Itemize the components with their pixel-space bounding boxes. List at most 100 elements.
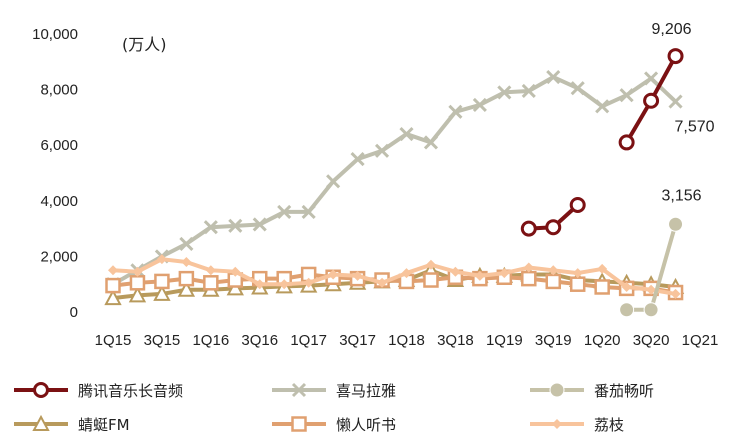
data-point (569, 196, 586, 213)
data-point (569, 276, 586, 292)
y-tick-label: 4,000 (40, 193, 78, 210)
data-point (179, 236, 194, 251)
data-point (226, 279, 244, 296)
series-layer (104, 48, 685, 318)
data-label: 9,206 (652, 21, 692, 38)
legend-label: 喜马拉雅 (336, 381, 397, 400)
data-point (474, 270, 485, 281)
legend-marker (552, 419, 562, 429)
data-point (548, 265, 559, 276)
unit-label: (万人) (122, 35, 167, 54)
data-point (545, 273, 561, 290)
data-point (252, 217, 267, 232)
legend-marker (291, 416, 307, 432)
x-tick-label: 3Q16 (241, 332, 278, 349)
data-point (643, 92, 660, 109)
legend-label: 蜻蜓FM (78, 415, 130, 434)
series-1 (105, 70, 683, 292)
axes: 0 2,000 4,000 6,000 8,000 10,000 1Q15 3Q15 1Q16 3… (32, 26, 718, 349)
data-point (521, 270, 537, 287)
legend-item: 懒人听书 (268, 412, 396, 436)
legend-marker (549, 382, 565, 398)
y-tick-label: 0 (70, 304, 78, 321)
data-point (181, 256, 192, 267)
data-point (594, 279, 610, 295)
data-point (619, 88, 634, 103)
data-point (105, 277, 121, 294)
x-tick-label: 1Q18 (388, 332, 425, 349)
legend-swatch (14, 414, 68, 431)
data-point (228, 218, 243, 233)
data-point (128, 286, 147, 303)
data-point (597, 263, 608, 274)
legend-swatch (530, 382, 584, 398)
data-point (104, 288, 122, 306)
data-point (521, 83, 536, 99)
data-point (203, 275, 219, 291)
series-5 (108, 254, 681, 299)
line-chart: 0 2,000 4,000 6,000 8,000 10,000 1Q15 3Q15 1Q16 3… (32, 21, 718, 349)
data-point (277, 204, 292, 219)
data-point (177, 280, 196, 297)
data-point (572, 268, 583, 279)
data-point (497, 85, 512, 100)
data-point (129, 275, 146, 291)
legend-item: 腾讯音乐长音频 (10, 378, 183, 402)
legend-label: 懒人听书 (336, 415, 397, 434)
data-point (425, 259, 436, 270)
x-tick-label: 3Q19 (535, 332, 572, 349)
data-point (352, 270, 363, 281)
y-tick-label: 8,000 (40, 82, 78, 99)
data-point (377, 277, 388, 288)
data-point (545, 219, 562, 236)
x-tick-label: 1Q20 (584, 332, 621, 349)
x-tick-label: 1Q21 (682, 332, 719, 349)
legend-swatch (272, 416, 326, 432)
data-point (374, 143, 390, 158)
data-point (618, 134, 635, 151)
x-tick-label: 1Q17 (290, 332, 327, 349)
data-point (203, 220, 218, 235)
legend-marker (32, 414, 50, 431)
data-point (326, 174, 341, 189)
data-label: 3,156 (662, 187, 702, 204)
y-tick-label: 10,000 (32, 26, 78, 43)
legend: 腾讯音乐长音频 喜马拉雅 番茄畅听 蜻蜓FM 懒人听书 荔枝 (0, 372, 752, 445)
x-tick-label: 3Q17 (339, 332, 376, 349)
legend-swatch (530, 419, 584, 429)
series-0 (520, 48, 684, 237)
x-tick-label: 3Q15 (144, 332, 181, 349)
data-point (328, 269, 339, 280)
data-point (499, 268, 510, 279)
data-point (670, 288, 681, 299)
data-point (450, 266, 461, 277)
data-point (423, 135, 439, 150)
data-point (646, 284, 657, 295)
y-tick-label: 2,000 (40, 248, 78, 265)
data-point (156, 254, 167, 265)
data-point (546, 70, 561, 85)
legend-marker (33, 382, 49, 398)
x-tick-label: 3Q18 (437, 332, 474, 349)
data-point (448, 104, 463, 119)
data-point (621, 281, 632, 292)
legend-swatch (14, 382, 68, 398)
legend-label: 荔枝 (594, 415, 625, 434)
data-point (423, 272, 439, 288)
legend-item: 喜马拉雅 (268, 378, 396, 402)
data-point (520, 220, 537, 237)
data-point (279, 279, 290, 290)
data-point (132, 266, 143, 277)
data-point (230, 266, 241, 277)
x-tick-label: 1Q19 (486, 332, 523, 349)
data-labels: 9,206 7,570 3,156 (652, 21, 715, 204)
data-point (523, 262, 534, 273)
data-point (178, 270, 195, 287)
data-point (595, 99, 610, 114)
data-point (303, 277, 314, 288)
data-point (644, 71, 659, 86)
legend-marker (291, 382, 307, 398)
data-point (619, 302, 635, 318)
data-point (301, 204, 316, 219)
data-point (205, 265, 216, 276)
